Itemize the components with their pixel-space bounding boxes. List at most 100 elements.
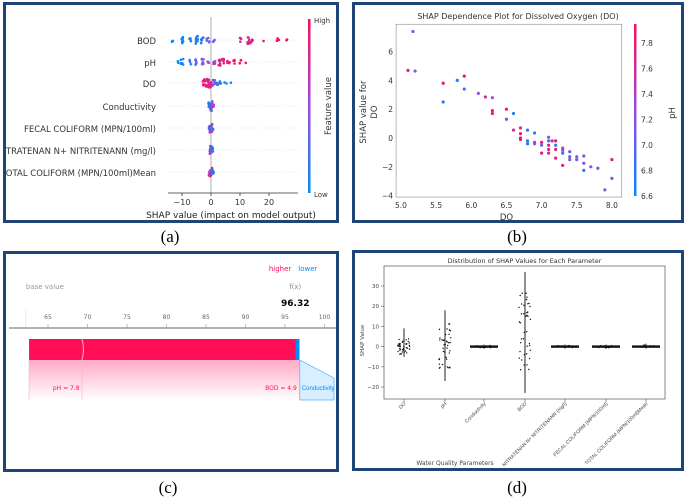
colorbar-low-label: Low xyxy=(314,191,328,199)
strip-point xyxy=(604,346,607,349)
beeswarm-dot xyxy=(222,61,226,65)
beeswarm-dot xyxy=(211,150,215,153)
scatter-point xyxy=(554,143,558,147)
force-plot: higher lower f(x) 96.32 base value 65 70 75 80 85… xyxy=(9,265,336,401)
scatter-point xyxy=(441,100,445,104)
scatter-point xyxy=(483,95,487,99)
strip-point xyxy=(441,339,443,341)
legend-lower: lower xyxy=(298,265,317,273)
y-tick-label: 6 xyxy=(388,48,393,57)
beeswarm-dot xyxy=(181,57,185,61)
segment-chevron xyxy=(81,338,84,361)
strip-point xyxy=(448,329,451,331)
x-tick-label: 7.0 xyxy=(536,201,548,210)
panel-c-force-plot: higher lower f(x) 96.32 base value 65 70 75 80 85… xyxy=(3,251,339,472)
scatter-point xyxy=(547,151,551,155)
strip-point xyxy=(408,344,410,347)
beeswarm-dot xyxy=(205,37,209,40)
positive-bar-segment xyxy=(29,339,82,360)
scatter-point xyxy=(547,147,551,152)
strip-point xyxy=(604,345,607,348)
beeswarm-dot xyxy=(180,41,184,45)
beeswarm-dot xyxy=(194,58,197,61)
strip-point xyxy=(610,344,613,347)
strip-point xyxy=(564,345,566,347)
scatter-point xyxy=(532,142,537,146)
feature-label: Conductivity xyxy=(103,103,156,113)
x-tick-label: 6.0 xyxy=(465,201,477,210)
beeswarm-dot xyxy=(202,78,206,82)
scatter-point xyxy=(406,68,410,72)
scatter-point xyxy=(589,165,593,169)
strip-point xyxy=(523,364,525,366)
y-tick-label: −20 xyxy=(367,385,379,391)
strip-point xyxy=(439,339,441,341)
strip-point xyxy=(445,356,447,359)
beeswarm-dot xyxy=(218,80,222,83)
beeswarm-dot xyxy=(201,36,204,40)
x-tick-label: 100 xyxy=(319,314,331,321)
scatter-point xyxy=(540,151,544,155)
strip-point xyxy=(519,322,522,324)
beeswarm-dot xyxy=(262,39,265,43)
strip-point xyxy=(528,342,531,345)
colorbar-label: pH xyxy=(668,107,678,119)
chart-title: SHAP Dependence Plot for Dissolved Oxyge… xyxy=(417,12,618,21)
strip-point xyxy=(399,353,401,355)
strip-point xyxy=(637,345,640,348)
strip-point xyxy=(439,337,441,339)
strip-point xyxy=(522,338,525,340)
beeswarm-dot xyxy=(244,61,248,65)
strip-point xyxy=(529,349,532,351)
strip-point xyxy=(445,358,448,360)
colorbar-tick-label: 7.4 xyxy=(641,90,653,99)
colorbar xyxy=(634,24,637,196)
scatter-point xyxy=(561,148,565,152)
beeswarm-dot xyxy=(239,59,243,62)
scatter-point xyxy=(561,163,565,167)
beeswarm-dot xyxy=(200,58,204,61)
beeswarm-dot xyxy=(211,147,215,150)
strip-point xyxy=(561,345,563,347)
strip-point xyxy=(527,303,529,305)
strip-point xyxy=(442,347,444,349)
caption-c: (c) xyxy=(158,478,178,497)
beeswarm-dot xyxy=(207,78,210,81)
strip-point xyxy=(438,367,441,369)
beeswarm-dot xyxy=(249,41,253,44)
strip-point xyxy=(567,345,569,347)
scatter-point xyxy=(518,137,523,142)
strip-point xyxy=(402,347,405,350)
negative-bar-segment xyxy=(295,339,300,360)
strip-point xyxy=(438,358,441,360)
strip-point xyxy=(612,345,614,348)
strip-point xyxy=(408,348,411,350)
x-tick-label: 90 xyxy=(242,314,250,321)
strip-point xyxy=(526,353,528,355)
strip-point xyxy=(602,345,604,347)
strip-point xyxy=(526,296,528,298)
panel-d-distribution: Distribution of SHAP Values for Each Par… xyxy=(352,250,684,471)
strip-point xyxy=(408,342,410,344)
beeswarm-dot xyxy=(208,131,212,134)
scatter-point xyxy=(490,109,494,113)
strip-point xyxy=(526,345,528,347)
x-axis-label: DO xyxy=(500,213,514,220)
beeswarm-dot xyxy=(247,38,251,42)
scatter-point xyxy=(525,128,530,132)
fx-value: 96.32 xyxy=(281,299,309,309)
scatter-point xyxy=(504,117,509,121)
x-tick-label: 65 xyxy=(44,314,52,321)
strip-point xyxy=(519,350,521,353)
strip-point xyxy=(479,346,481,349)
beeswarm-dot xyxy=(211,100,214,103)
beeswarm-dot xyxy=(247,36,250,39)
strip-point xyxy=(526,364,528,366)
strip-point xyxy=(642,345,645,347)
strip-point xyxy=(400,353,402,355)
strip-point xyxy=(397,344,399,347)
beeswarm-dot xyxy=(239,37,243,41)
beeswarm-dot xyxy=(285,38,289,41)
colorbar-label: Feature value xyxy=(324,77,334,135)
x-tick-label: 8.0 xyxy=(606,201,618,210)
